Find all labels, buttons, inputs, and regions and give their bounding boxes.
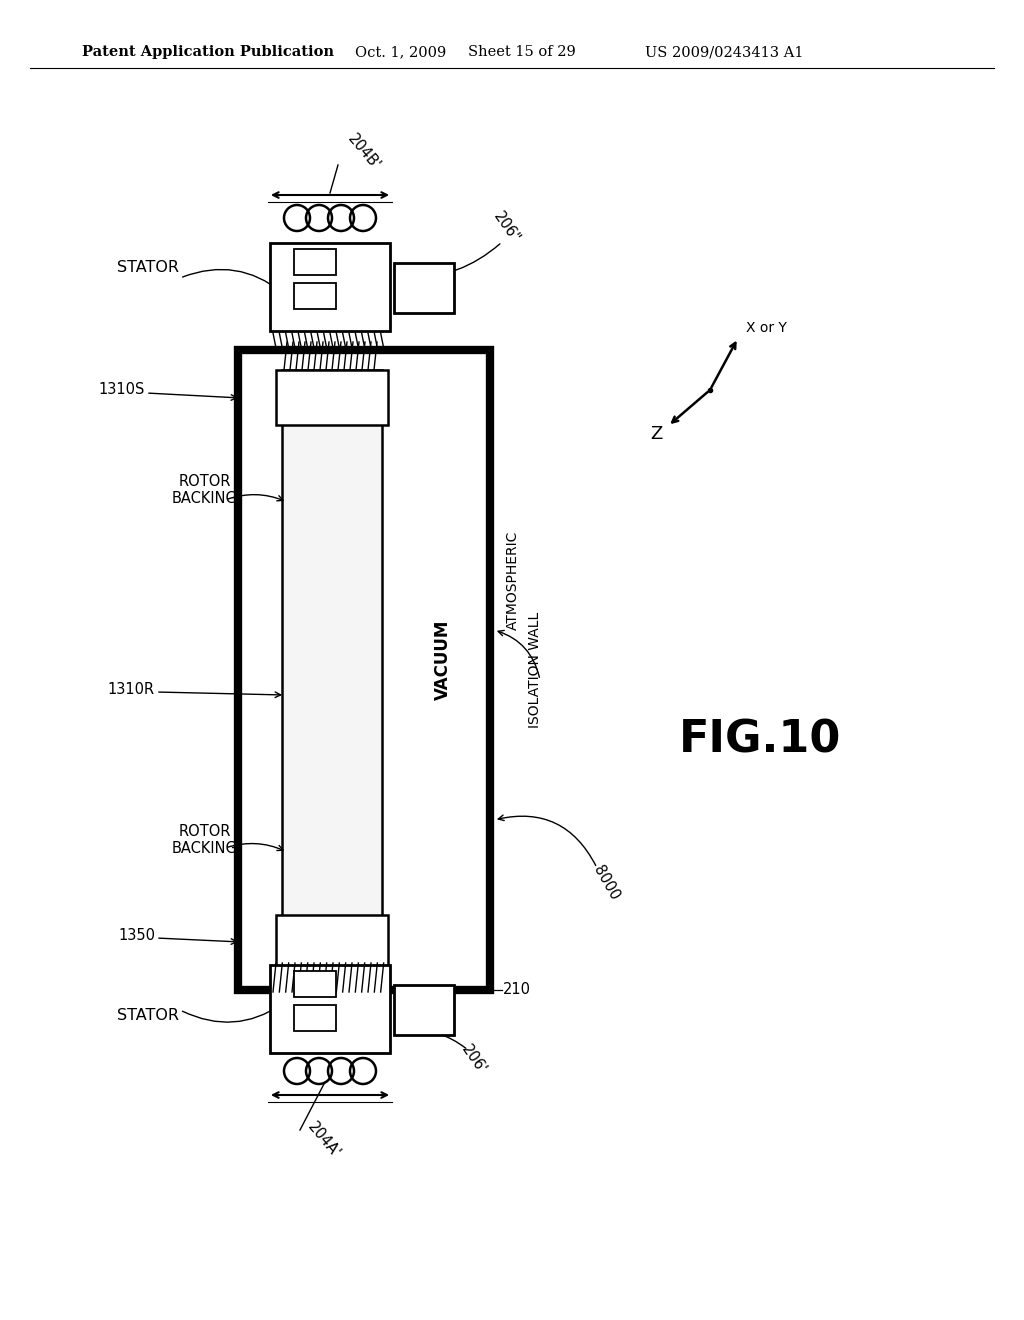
Text: 1310S: 1310S — [98, 383, 145, 397]
Text: FIG.10: FIG.10 — [679, 718, 841, 762]
Text: US 2009/0243413 A1: US 2009/0243413 A1 — [645, 45, 804, 59]
Text: 204B': 204B' — [345, 131, 383, 173]
Text: Sheet 15 of 29: Sheet 15 of 29 — [468, 45, 575, 59]
Text: 8000: 8000 — [590, 863, 622, 903]
Text: 210: 210 — [503, 982, 531, 998]
Text: STATOR: STATOR — [117, 260, 179, 276]
Bar — [238, 350, 490, 990]
Text: Z: Z — [650, 425, 663, 444]
Bar — [294, 1005, 336, 1031]
Text: Patent Application Publication: Patent Application Publication — [82, 45, 334, 59]
Text: ISOLATION WALL: ISOLATION WALL — [528, 612, 542, 729]
Bar — [276, 915, 388, 970]
Bar — [294, 249, 336, 275]
Bar — [394, 263, 454, 313]
Text: Oct. 1, 2009: Oct. 1, 2009 — [355, 45, 446, 59]
Bar — [294, 282, 336, 309]
Text: STATOR: STATOR — [117, 1007, 179, 1023]
Text: 1310R: 1310R — [108, 682, 155, 697]
Text: 206': 206' — [458, 1043, 488, 1077]
Bar — [282, 370, 382, 970]
Text: 204A': 204A' — [305, 1119, 343, 1160]
Text: VACUUM: VACUUM — [434, 620, 452, 700]
Bar — [270, 243, 390, 331]
Bar — [394, 985, 454, 1035]
Text: ROTOR
BACKING: ROTOR BACKING — [172, 474, 238, 506]
Bar — [276, 370, 388, 425]
Text: ROTOR
BACKING: ROTOR BACKING — [172, 824, 238, 857]
Text: ATMOSPHERIC: ATMOSPHERIC — [506, 531, 520, 630]
Text: 206": 206" — [490, 210, 522, 247]
Bar — [294, 972, 336, 997]
Text: 1350: 1350 — [118, 928, 155, 942]
Bar — [270, 965, 390, 1053]
Text: X or Y: X or Y — [746, 321, 786, 335]
